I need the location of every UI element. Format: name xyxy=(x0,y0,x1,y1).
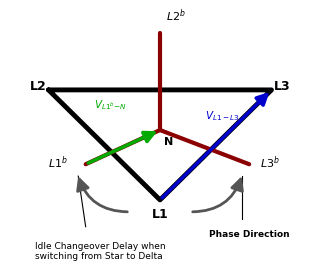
Text: $L3^b$: $L3^b$ xyxy=(260,154,280,171)
Text: $V_{L1^b\!-\!N}$: $V_{L1^b\!-\!N}$ xyxy=(94,98,127,112)
Text: L3: L3 xyxy=(274,80,290,93)
Text: L1: L1 xyxy=(152,208,168,221)
Text: Idle Changeover Delay when
switching from Star to Delta: Idle Changeover Delay when switching fro… xyxy=(35,242,166,261)
Text: $V_{L1-L3}$: $V_{L1-L3}$ xyxy=(205,109,240,123)
Text: $L1^b$: $L1^b$ xyxy=(48,154,68,171)
Text: N: N xyxy=(164,137,174,147)
Text: L2: L2 xyxy=(30,80,46,93)
Text: Phase Direction: Phase Direction xyxy=(209,230,290,239)
Text: $L2^b$: $L2^b$ xyxy=(166,8,186,24)
